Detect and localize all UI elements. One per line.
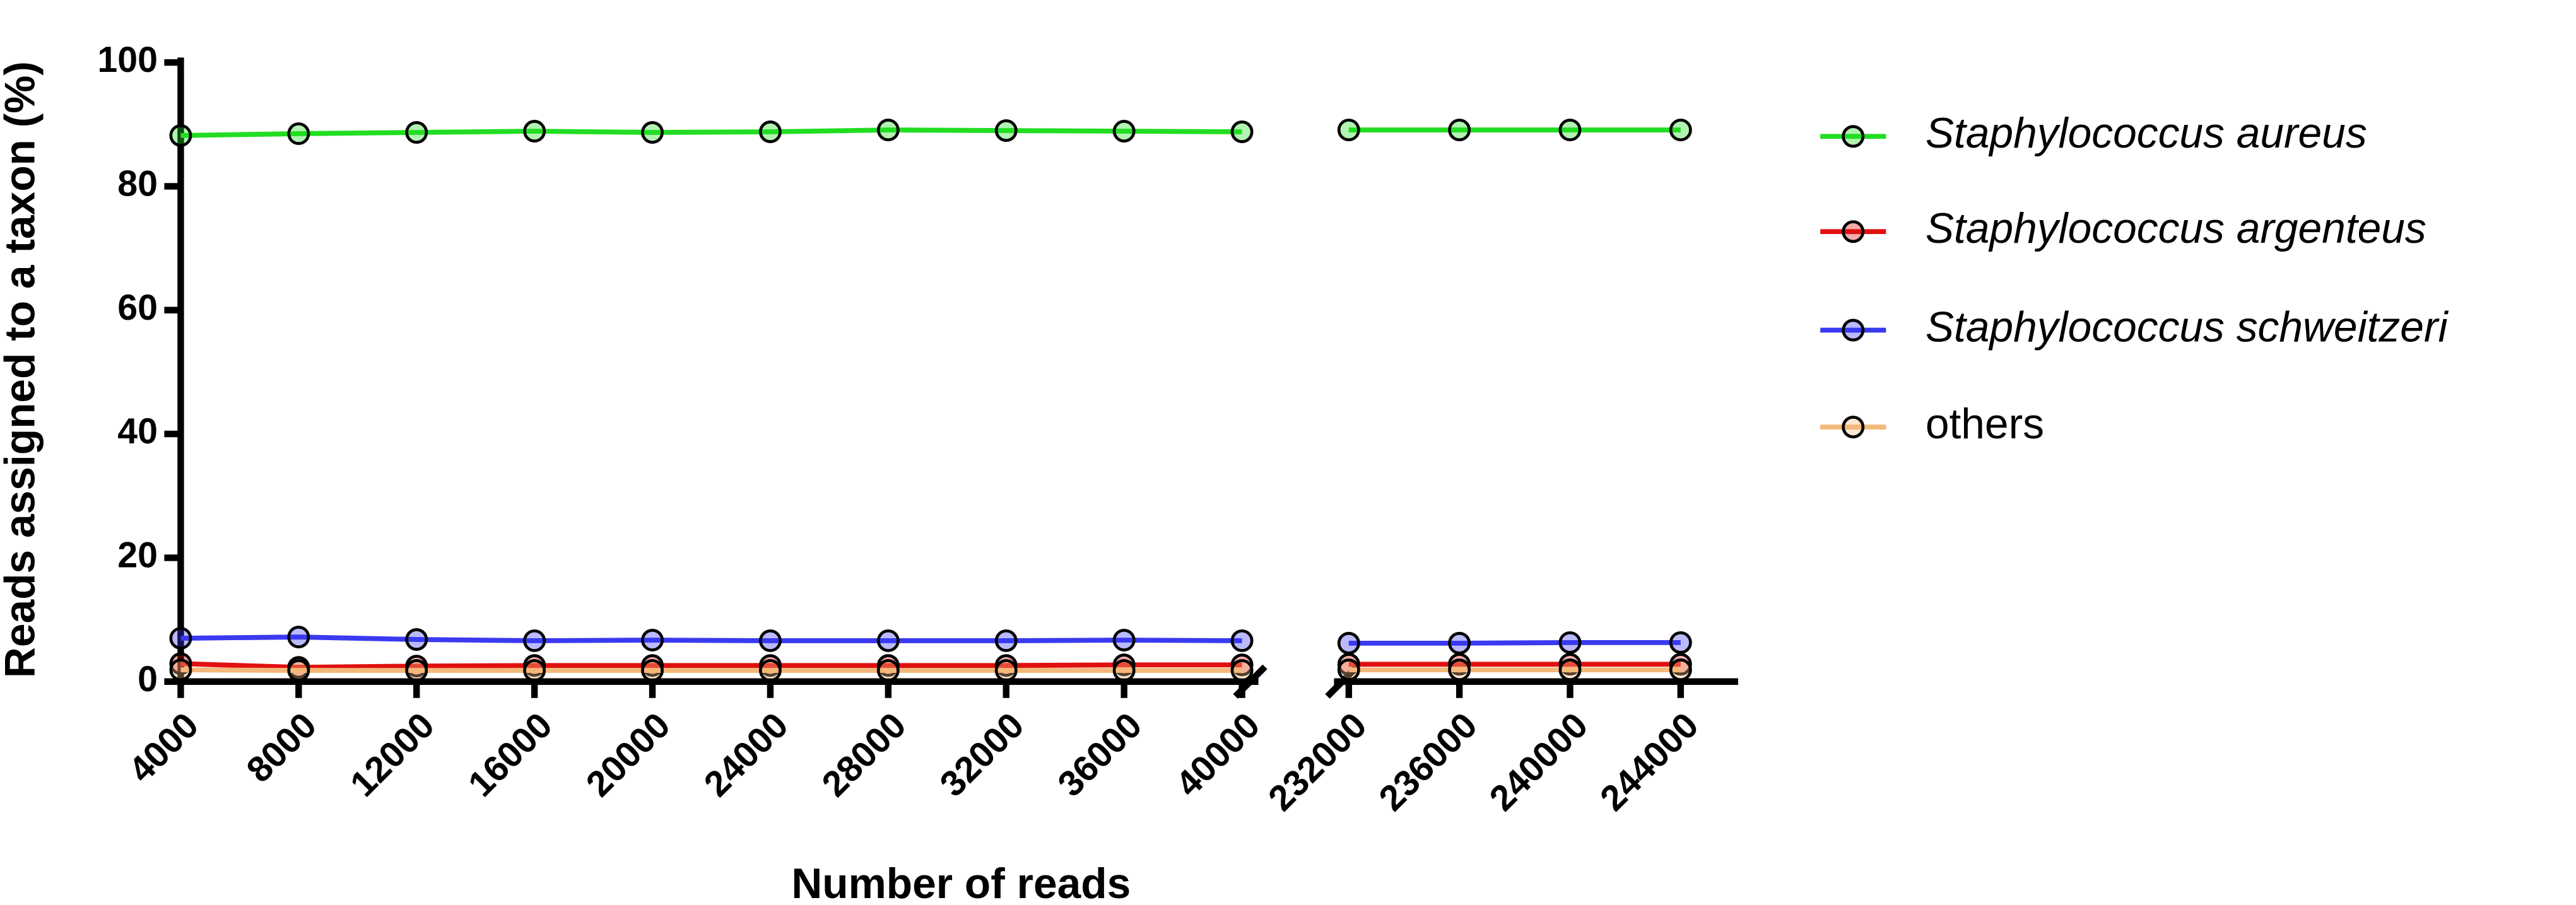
legend-label: Staphylococcus argenteus	[1926, 205, 2426, 252]
legend-marker	[1842, 220, 1865, 243]
data-point	[287, 122, 310, 145]
data-point	[876, 629, 900, 652]
data-point	[287, 659, 310, 682]
data-point	[1112, 629, 1136, 651]
legend-marker	[1842, 125, 1865, 148]
data-point	[1112, 659, 1136, 682]
data-point	[1669, 119, 1692, 142]
data-point	[287, 626, 310, 649]
data-point	[641, 121, 664, 144]
x-tick-label: 24000	[697, 705, 796, 805]
x-tick-label: 240000	[1482, 705, 1596, 819]
data-point	[641, 659, 664, 682]
data-point	[169, 627, 192, 650]
x-tick-label: 232000	[1261, 705, 1374, 819]
data-point	[876, 659, 900, 682]
data-point	[1337, 658, 1360, 682]
data-point	[1230, 629, 1254, 652]
data-point	[1448, 658, 1471, 682]
data-point	[641, 629, 664, 651]
data-point	[1337, 631, 1360, 655]
y-tick-label: 100	[97, 40, 158, 80]
data-point	[405, 628, 428, 651]
y-tick-label: 40	[117, 411, 158, 452]
data-point	[1558, 631, 1582, 654]
data-point	[876, 119, 900, 142]
data-point	[1230, 659, 1254, 682]
x-tick-label: 8000	[239, 705, 324, 790]
legend-label: Staphylococcus aureus	[1926, 110, 2367, 157]
data-point	[1558, 119, 1582, 142]
data-point	[758, 120, 782, 143]
series-line	[180, 634, 1242, 643]
series-line	[180, 661, 1242, 670]
data-point	[1669, 631, 1692, 654]
y-tick-label: 20	[117, 535, 158, 576]
data-point	[523, 629, 546, 652]
data-point	[1230, 120, 1254, 143]
x-tick-label: 12000	[343, 705, 442, 805]
y-tick-label: 60	[117, 288, 158, 328]
data-point	[523, 659, 546, 682]
y-tick-label: 0	[138, 659, 158, 699]
legend-marker	[1842, 318, 1865, 342]
data-point	[169, 658, 192, 682]
x-tick-label: 244000	[1592, 705, 1706, 819]
legend-label: others	[1926, 400, 2044, 448]
data-point	[1448, 631, 1471, 655]
x-tick-label: 16000	[461, 705, 560, 805]
data-point	[758, 659, 782, 682]
legend-label: Staphylococcus schweitzeri	[1926, 303, 2449, 351]
x-tick-label: 4000	[121, 705, 206, 790]
data-point	[994, 659, 1018, 682]
y-axis-title: Reads assigned to a taxon (%)	[0, 61, 44, 678]
x-tick-label: 32000	[932, 705, 1032, 805]
data-point	[994, 119, 1018, 143]
data-point	[1112, 120, 1136, 143]
x-tick-label: 20000	[579, 705, 678, 805]
data-point	[405, 659, 428, 682]
data-point	[523, 120, 546, 143]
data-point	[1669, 658, 1692, 682]
data-point	[1337, 119, 1360, 142]
legend-marker	[1842, 416, 1865, 439]
x-tick-label: 28000	[815, 705, 914, 805]
data-point	[994, 629, 1018, 652]
data-point	[405, 121, 428, 144]
data-point	[1448, 119, 1471, 142]
x-tick-label: 36000	[1050, 705, 1150, 805]
x-tick-label: 236000	[1372, 705, 1485, 819]
data-point	[758, 629, 782, 652]
data-point	[169, 124, 192, 147]
series-line	[180, 127, 1242, 138]
y-tick-label: 80	[117, 164, 158, 204]
x-tick-label: 40000	[1168, 705, 1267, 805]
data-point	[1558, 658, 1582, 682]
x-axis-title: Number of reads	[791, 860, 1131, 905]
